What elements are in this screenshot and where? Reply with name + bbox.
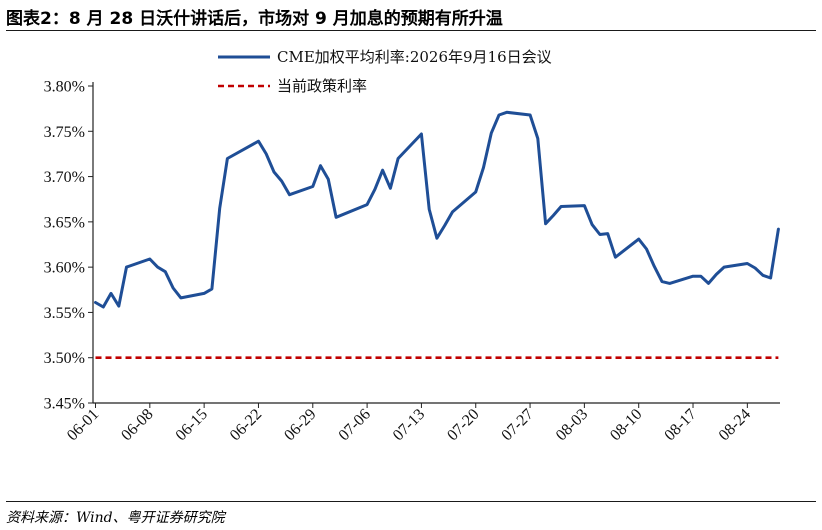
bottom-divider — [6, 501, 816, 502]
x-tick-label: 08-10 — [607, 406, 645, 444]
x-tick-label: 06-08 — [118, 406, 156, 444]
x-tick-label: 07-27 — [498, 406, 536, 444]
y-tick-label: 3.65% — [44, 214, 85, 231]
x-tick-label: 08-03 — [553, 406, 591, 444]
x-tick-label: 06-29 — [281, 406, 319, 444]
cme-rate-line — [94, 110, 780, 309]
x-tick-label: 08-17 — [661, 406, 699, 444]
x-tick-label: 08-24 — [716, 406, 754, 444]
y-tick-label: 3.50% — [44, 350, 85, 367]
y-tick-label: 3.55% — [44, 305, 85, 322]
y-tick-label: 3.70% — [44, 169, 85, 186]
y-tick-label: 3.80% — [44, 79, 85, 96]
y-tick-label: 3.60% — [44, 260, 85, 277]
x-tick-label: 07-20 — [444, 406, 482, 444]
chart-axes — [92, 82, 780, 404]
x-tick-label: 07-06 — [336, 406, 374, 444]
y-tick-label: 3.75% — [44, 124, 85, 141]
source-note: 资料来源：Wind、粤开证券研究院 — [6, 510, 225, 526]
chart-title: 图表2：8 月 28 日沃什讲话后，市场对 9 月加息的预期有所升温 — [6, 9, 503, 29]
y-axis-ticks: 3.45% 3.50% 3.55% 3.60% 3.65% 3.70% 3.75% 3.80% — [44, 79, 93, 413]
x-axis-ticks: 06-01 06-08 06-15 06-22 06-29 07-06 07-13 07-20… — [64, 403, 754, 444]
y-tick-label: 3.45% — [44, 396, 85, 413]
legend-cme-label: CME加权平均利率:2026年9月16日会议 — [277, 48, 552, 66]
legend-policy-label: 当前政策利率 — [277, 77, 367, 95]
x-tick-label: 06-22 — [227, 406, 265, 444]
x-tick-label: 06-15 — [173, 406, 211, 444]
top-divider — [6, 30, 816, 31]
chart-series — [94, 110, 780, 360]
x-tick-label: 07-13 — [390, 406, 428, 444]
